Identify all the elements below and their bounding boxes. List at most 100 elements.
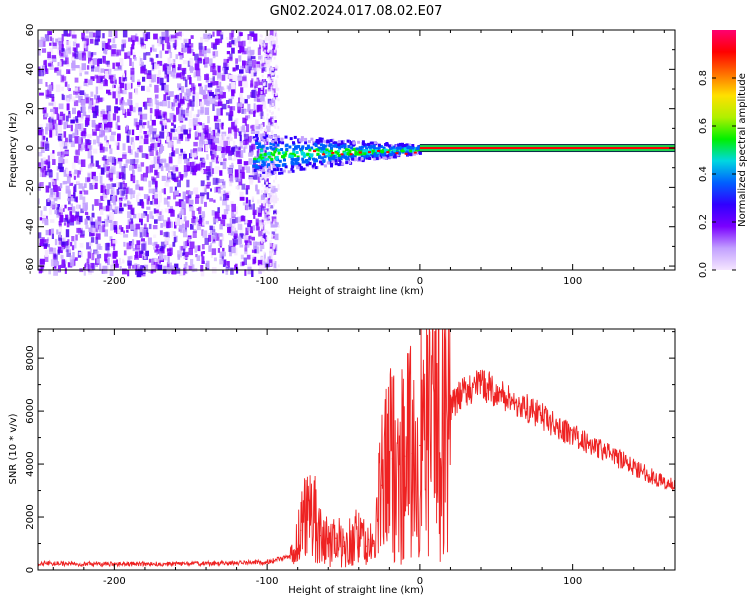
cluster-cell xyxy=(374,149,378,153)
noise-cell xyxy=(151,119,156,126)
snr-point xyxy=(381,484,383,486)
noise-cell xyxy=(172,43,176,48)
noise-cell xyxy=(240,97,246,103)
noise-cell xyxy=(157,60,163,66)
noise-cell xyxy=(263,44,266,48)
cluster-cell xyxy=(297,140,301,144)
noise-cell xyxy=(130,82,133,89)
cluster-cell xyxy=(342,140,345,144)
noise-cell xyxy=(128,92,133,99)
noise-cell xyxy=(66,97,70,104)
noise-cell xyxy=(72,41,77,47)
snr-point xyxy=(426,434,429,436)
noise-cell xyxy=(230,106,236,111)
noise-cell xyxy=(157,38,161,47)
noise-cell xyxy=(148,125,154,132)
noise-cell xyxy=(271,92,274,96)
noise-cell xyxy=(245,185,250,190)
noise-cell xyxy=(272,111,274,115)
noise-cell xyxy=(268,41,271,45)
noise-cell xyxy=(239,69,244,74)
noise-cell xyxy=(111,195,116,203)
noise-cell xyxy=(111,84,115,92)
noise-cell xyxy=(41,48,47,53)
noise-cell xyxy=(147,103,151,107)
noise-cell xyxy=(102,224,106,233)
noise-cell xyxy=(69,255,73,264)
noise-cell xyxy=(187,60,191,67)
noise-cell xyxy=(214,144,218,151)
noise-cell xyxy=(57,152,62,156)
noise-cell xyxy=(247,46,251,53)
cluster-cell xyxy=(330,162,334,166)
noise-cell xyxy=(56,172,59,181)
noise-cell xyxy=(271,168,274,172)
noise-cell xyxy=(264,222,267,225)
noise-cell xyxy=(245,188,249,195)
cluster-cell xyxy=(308,155,312,159)
noise-cell xyxy=(262,200,265,204)
noise-cell xyxy=(45,229,51,236)
noise-cell xyxy=(193,114,197,120)
noise-cell xyxy=(212,94,217,99)
noise-cell xyxy=(266,125,271,132)
noise-cell xyxy=(58,246,63,254)
noise-cell xyxy=(263,232,266,239)
cluster-cell xyxy=(306,160,310,164)
noise-cell xyxy=(260,175,263,179)
noise-cell xyxy=(239,196,245,201)
noise-cell xyxy=(130,192,133,200)
snr-point xyxy=(510,399,513,402)
noise-cell xyxy=(171,145,174,152)
noise-cell xyxy=(116,84,120,93)
noise-cell xyxy=(196,208,200,211)
noise-cell xyxy=(239,32,243,36)
noise-cell xyxy=(90,76,95,81)
cluster-cell xyxy=(334,150,338,154)
cluster-cell xyxy=(258,144,262,148)
cluster-cell xyxy=(300,150,304,154)
noise-cell xyxy=(263,230,266,234)
cluster-cell xyxy=(369,143,373,147)
noise-cell xyxy=(269,263,272,266)
noise-cell xyxy=(182,223,185,228)
noise-cell xyxy=(74,241,77,249)
cluster-cell xyxy=(314,166,318,170)
noise-cell xyxy=(277,264,280,268)
noise-cell xyxy=(200,214,205,221)
cluster-cell xyxy=(269,142,273,146)
noise-cell xyxy=(259,78,262,82)
noise-cell xyxy=(73,186,76,195)
snr-point xyxy=(617,458,620,460)
noise-cell xyxy=(190,259,194,265)
noise-cell xyxy=(195,68,201,77)
cluster-cell xyxy=(393,148,396,152)
noise-cell xyxy=(272,203,275,207)
cluster-cell xyxy=(329,143,333,147)
noise-cell xyxy=(149,114,152,121)
noise-cell xyxy=(251,124,255,131)
noise-cell xyxy=(59,215,64,222)
noise-cell xyxy=(109,148,113,155)
noise-cell xyxy=(123,197,127,201)
noise-cell xyxy=(269,100,273,107)
noise-cell xyxy=(205,220,209,225)
noise-cell xyxy=(236,43,239,49)
noise-cell xyxy=(235,151,241,157)
noise-cell xyxy=(93,102,97,107)
cluster-cell xyxy=(262,133,266,137)
noise-cell xyxy=(125,225,130,230)
noise-cell xyxy=(234,148,238,157)
noise-cell xyxy=(249,176,253,185)
noise-cell xyxy=(270,196,273,200)
noise-cell xyxy=(168,35,173,40)
noise-cell xyxy=(145,166,149,173)
noise-cell xyxy=(223,259,227,266)
noise-cell xyxy=(65,57,69,65)
snr-point xyxy=(309,500,311,502)
noise-cell xyxy=(136,240,141,245)
cluster-cell xyxy=(323,155,327,159)
noise-cell xyxy=(53,125,56,130)
noise-cell xyxy=(119,82,125,89)
noise-cell xyxy=(132,170,135,178)
